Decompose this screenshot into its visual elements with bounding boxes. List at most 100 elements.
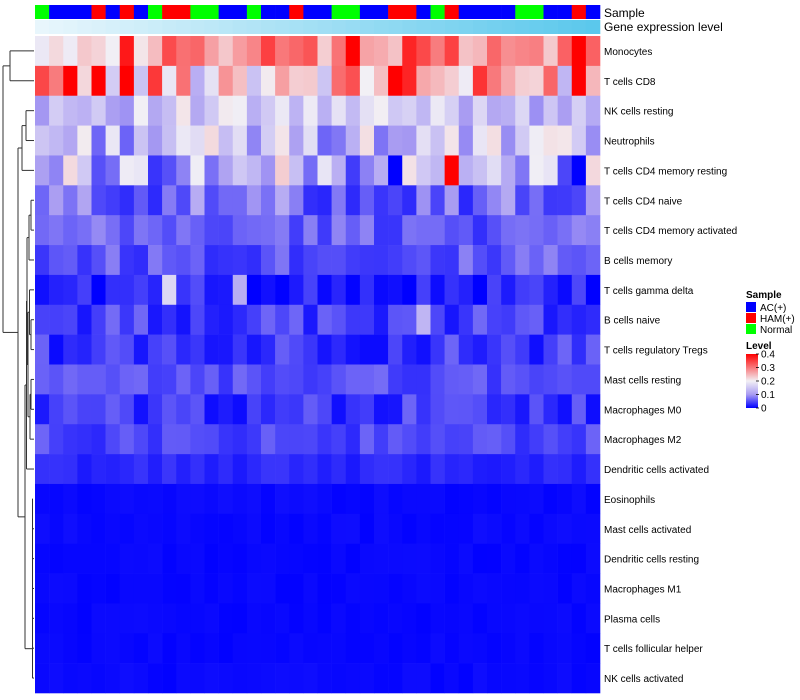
heatmap-cell (529, 334, 544, 365)
heatmap-cell (416, 603, 431, 634)
heatmap-cell (472, 125, 488, 156)
heatmap-cell (77, 483, 92, 515)
heatmap-cell (374, 513, 389, 544)
expression-cell (515, 20, 530, 34)
heatmap-cell (49, 185, 64, 216)
heatmap-cell (162, 36, 177, 67)
heatmap-cell (557, 394, 573, 425)
heatmap-cell (176, 633, 191, 664)
sample-legend-title: Sample (746, 290, 782, 301)
heatmap-cell (232, 454, 248, 485)
heatmap-cell (359, 364, 375, 395)
heatmap-cell (232, 483, 248, 515)
heatmap-cell (246, 215, 262, 246)
heatmap-cell (374, 215, 389, 246)
heatmap-cell (105, 36, 121, 67)
heatmap-cell (331, 245, 347, 276)
row-label: Macrophages M0 (604, 405, 682, 416)
heatmap-cell (458, 125, 474, 156)
heatmap-cell (218, 424, 234, 455)
heatmap-cell (77, 125, 92, 156)
heatmap-cell (317, 185, 332, 216)
heatmap-cell (585, 215, 601, 246)
heatmap-cell (133, 36, 149, 67)
heatmap-cell (133, 573, 149, 604)
heatmap-cell (402, 483, 417, 515)
expression-cell (529, 20, 544, 34)
heatmap-cell (345, 603, 361, 634)
heatmap-cell (317, 543, 332, 574)
expression-cell (402, 20, 417, 34)
heatmap-cell (444, 543, 460, 574)
sample-cell (289, 5, 304, 19)
heatmap-cell (261, 454, 276, 485)
heatmap-cell (275, 603, 290, 634)
sample-cell (91, 5, 106, 19)
heatmap-cell (374, 663, 389, 694)
heatmap-cell (232, 36, 248, 67)
heatmap-cell (63, 125, 78, 156)
heatmap-cell (388, 513, 403, 544)
heatmap-cell (557, 215, 573, 246)
heatmap-cell (232, 663, 248, 694)
heatmap-cell (543, 633, 558, 664)
heatmap-cell (63, 603, 78, 634)
heatmap-cell (35, 215, 50, 246)
heatmap-cell (331, 274, 347, 306)
heatmap-cell (529, 215, 544, 246)
heatmap-cell (148, 513, 163, 544)
heatmap-cell (35, 155, 50, 186)
heatmap-cell (472, 424, 488, 455)
heatmap-cell (529, 95, 544, 126)
heatmap-cell (289, 513, 304, 544)
heatmap-cell (402, 215, 417, 246)
heatmap-cell (148, 603, 163, 634)
heatmap-cell (430, 245, 445, 276)
heatmap-cell (472, 573, 488, 604)
heatmap-cell (444, 95, 460, 126)
heatmap-cell (529, 663, 544, 694)
heatmap-cell (557, 155, 573, 186)
heatmap-cell (571, 125, 587, 156)
heatmap-cell (119, 215, 135, 246)
sample-cell (359, 5, 375, 19)
heatmap-cell (162, 633, 177, 664)
row-labels: Monocytes T cells CD8 NK cells resting Neut… (604, 47, 737, 685)
heatmap-cell (246, 245, 262, 276)
heatmap-cell (133, 633, 149, 664)
heatmap-cell (543, 304, 558, 335)
heatmap-cell (487, 663, 502, 694)
heatmap-cell (359, 663, 375, 694)
heatmap-cell (261, 424, 276, 455)
heatmap-cell (63, 185, 78, 216)
heatmap-cell (543, 483, 558, 515)
heatmap-cell (105, 304, 121, 335)
heatmap-cell (275, 304, 290, 335)
heatmap-cell (148, 483, 163, 515)
heatmap-cell (388, 245, 403, 276)
heatmap-cell (571, 364, 587, 395)
heatmap-cell (133, 454, 149, 485)
heatmap-cell (317, 483, 332, 515)
heatmap-cell (374, 125, 389, 156)
row-label: Plasma cells (604, 614, 660, 625)
heatmap-cell (501, 364, 516, 395)
heatmap-cell (571, 95, 587, 126)
sample-cell (416, 5, 431, 19)
heatmap-cell (444, 603, 460, 634)
heatmap-cell (204, 304, 219, 335)
heatmap-cell (402, 36, 417, 67)
heatmap-cell (374, 304, 389, 335)
heatmap-cell (331, 185, 347, 216)
heatmap-cell (176, 65, 191, 97)
heatmap-cell (49, 513, 64, 544)
heatmap-cell (345, 364, 361, 395)
heatmap-cell (246, 304, 262, 335)
heatmap-cell (77, 364, 92, 395)
heatmap-cell (472, 95, 488, 126)
heatmap-cell (204, 125, 219, 156)
heatmap-cell (402, 245, 417, 276)
heatmap-cell (571, 304, 587, 335)
heatmap-cell (119, 155, 135, 186)
sample-cell (458, 5, 474, 19)
